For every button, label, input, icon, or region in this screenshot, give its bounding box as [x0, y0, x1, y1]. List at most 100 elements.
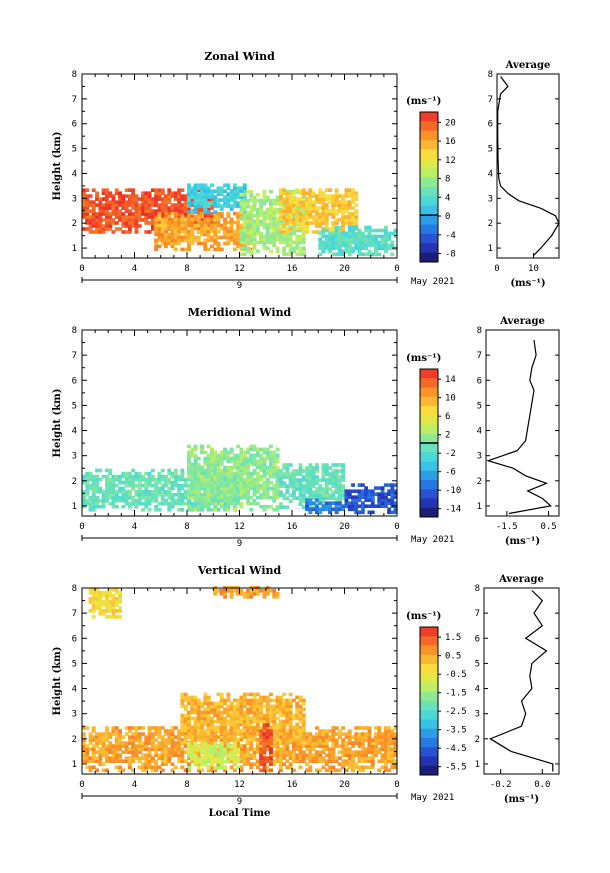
heatmap-cell [387, 501, 392, 505]
heatmap-cell [292, 218, 296, 222]
heatmap-cell [275, 237, 280, 242]
heatmap-cell [101, 750, 106, 754]
heatmap-cell [308, 487, 313, 491]
heatmap-cell [337, 487, 342, 491]
heatmap-cell [360, 732, 365, 736]
heatmap-cell [334, 738, 339, 742]
heatmap-cell [164, 489, 168, 494]
y-axis-label: Height (km) [52, 132, 63, 201]
heatmap-cell [200, 756, 204, 761]
heatmap-cell [180, 235, 185, 240]
colorbar-frame [419, 111, 439, 263]
average-frame [485, 329, 560, 517]
heatmap-cell [210, 737, 214, 742]
heatmap-cell [213, 725, 218, 730]
y-tick-label: 5 [72, 401, 77, 411]
heatmap-cell [187, 195, 191, 199]
heatmap-cell [108, 747, 113, 751]
heatmap-cell [315, 200, 319, 204]
heatmap-cell [219, 741, 224, 746]
heatmap-cell [324, 501, 329, 505]
heatmap-cell [229, 195, 234, 199]
heatmap-cell [301, 203, 306, 207]
heatmap-cell [154, 191, 159, 195]
heatmap-cell [144, 501, 149, 506]
heatmap-cell [259, 762, 264, 766]
heatmap-cell [252, 692, 257, 697]
heatmap-cell [246, 492, 250, 497]
heatmap-cell [82, 206, 86, 210]
heatmap-cell [124, 203, 129, 207]
heatmap-cell [265, 495, 270, 500]
heatmap-cell [347, 765, 352, 770]
heatmap-cell [242, 244, 247, 249]
heatmap-cell [265, 453, 270, 458]
heatmap-cell [269, 207, 273, 212]
heatmap-cell [324, 466, 329, 470]
heatmap-cell [262, 465, 267, 470]
heatmap-cell [298, 741, 303, 745]
heatmap-cell [272, 465, 277, 470]
heatmap-cell [265, 447, 270, 452]
heatmap-cell [374, 249, 378, 254]
heatmap-cell [334, 194, 339, 198]
heatmap-cell [262, 765, 267, 770]
heatmap-cell [341, 469, 346, 473]
heatmap-cell [141, 495, 145, 500]
heatmap-cell [203, 480, 208, 485]
heatmap-cell [91, 498, 96, 503]
heatmap-cell [160, 489, 165, 494]
heatmap-cell [285, 472, 290, 476]
heatmap-cell [239, 701, 244, 706]
heatmap-cell [265, 759, 270, 763]
heatmap-cell [383, 483, 388, 487]
heatmap-cell [226, 707, 231, 712]
heatmap-cell [213, 713, 218, 718]
heatmap-cell [196, 759, 201, 764]
heatmap-cell [249, 508, 254, 512]
heatmap-cell [282, 698, 287, 703]
heatmap-cell [249, 240, 254, 245]
heatmap-cell [262, 732, 267, 736]
heatmap-cell [298, 765, 303, 770]
heatmap-cell [357, 492, 362, 496]
heatmap-cell [193, 698, 198, 703]
heatmap-cell [98, 591, 103, 595]
heatmap-cell [229, 726, 234, 730]
heatmap-cell [351, 206, 355, 210]
heatmap-cell [232, 495, 237, 500]
heatmap-cell [242, 453, 247, 458]
heatmap-cell [226, 489, 231, 494]
heatmap-cell [242, 213, 247, 218]
heatmap-cell [200, 508, 204, 512]
heatmap-cell [108, 480, 113, 485]
heatmap-cell [242, 231, 247, 236]
heatmap-cell [321, 750, 326, 754]
heatmap-cell [262, 480, 267, 485]
heatmap-cell [164, 756, 168, 760]
heatmap-cell [249, 216, 254, 221]
heatmap-cell [259, 237, 264, 242]
heatmap-cell [305, 732, 309, 736]
heatmap-cell [121, 215, 126, 219]
heatmap-cell [183, 477, 188, 482]
heatmap-cell [150, 747, 155, 751]
heatmap-cell [278, 728, 283, 733]
heatmap-cell [255, 465, 260, 470]
average-y-tick-label: 5 [488, 145, 493, 155]
heatmap-cell [265, 701, 270, 706]
heatmap-cell [173, 241, 178, 246]
heatmap-cell [206, 468, 211, 473]
heatmap-cell [269, 710, 273, 715]
heatmap-cell [255, 207, 260, 212]
heatmap-cell [341, 750, 346, 754]
heatmap-cell [111, 495, 116, 500]
heatmap-cell [328, 768, 332, 773]
heatmap-cell [111, 744, 116, 748]
heatmap-cell [193, 735, 198, 739]
heatmap-cell [321, 744, 326, 748]
heatmap-cell [170, 226, 175, 231]
heatmap-cell [269, 707, 273, 712]
heatmap-cell [324, 504, 329, 508]
heatmap-cell [249, 592, 254, 596]
